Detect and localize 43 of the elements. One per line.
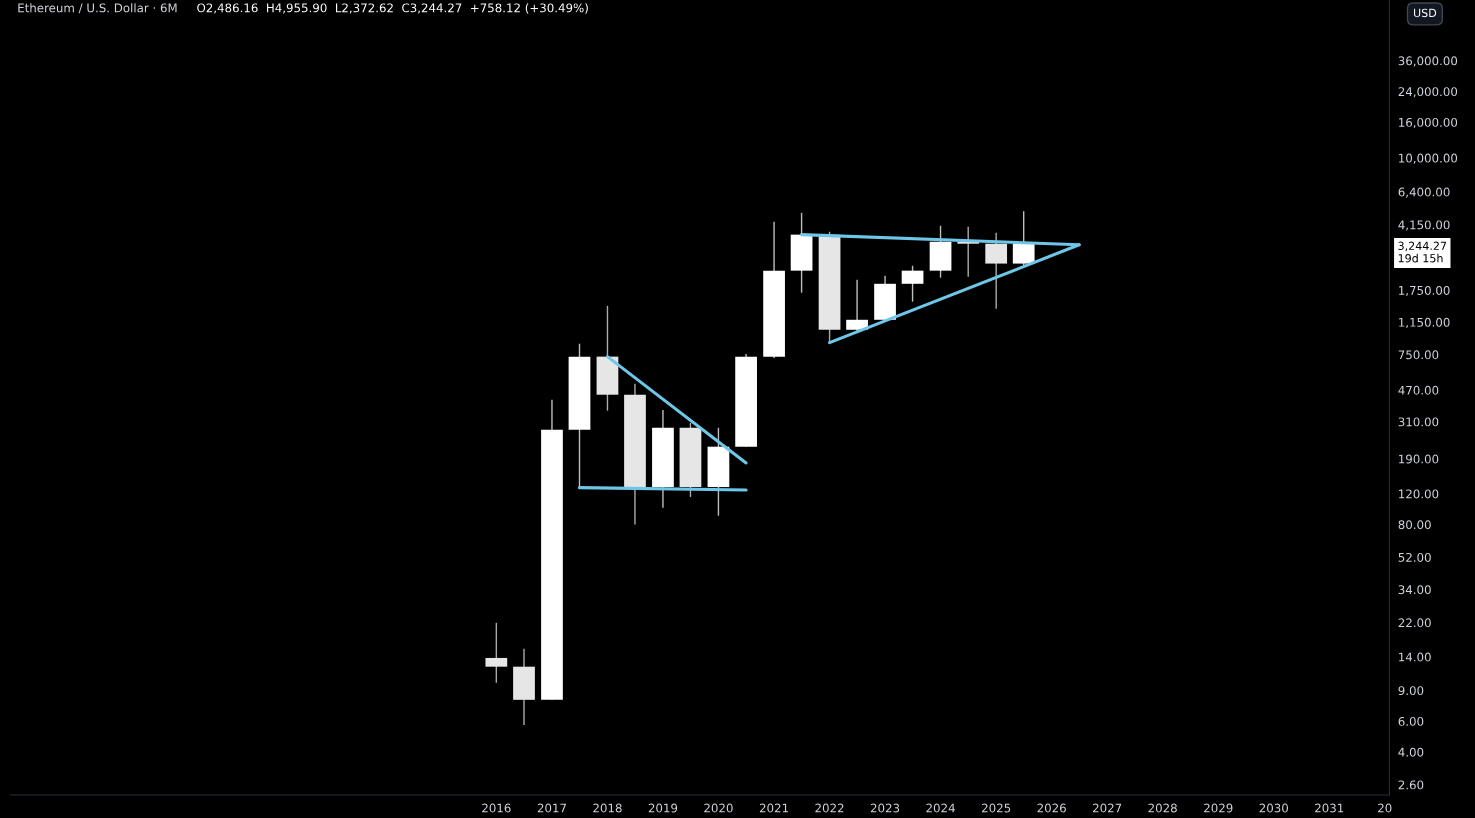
x-tick-label: 2025 — [982, 803, 1011, 813]
x-tick-label: 2019 — [648, 803, 678, 813]
x-tick-label: 2031 — [1315, 803, 1344, 813]
chart-title: Ethereum / U.S. Dollar · 6M — [18, 3, 177, 14]
chart-subtitle: O2,486.16 H4,955.90 L2,372.62 C3,244.27 +758.12 (+30.49%) — [197, 3, 588, 14]
y-tick-label: 1,750.00 — [1399, 285, 1450, 297]
x-tick-label: 2016 — [482, 803, 511, 813]
y-tick-label: 6.00 — [1398, 716, 1424, 726]
x-tick-label: 2017 — [537, 803, 566, 813]
y-tick-label: 16,000.00 — [1399, 117, 1458, 129]
y-tick-label: 190.00 — [1399, 454, 1439, 464]
x-tick-label: 2024 — [926, 803, 955, 813]
y-tick-label: 22.00 — [1398, 618, 1431, 628]
x-tick-label: 2027 — [1092, 803, 1122, 813]
x-tick-label: 2022 — [815, 803, 844, 813]
y-tick-label: 4,150.00 — [1398, 220, 1450, 231]
x-tick-label: 2018 — [593, 803, 622, 813]
text: USD — [1414, 8, 1437, 18]
y-tick-label: 120.00 — [1399, 489, 1439, 499]
y-tick-label: 1,150.00 — [1399, 317, 1450, 328]
y-tick-label: 10,000.00 — [1399, 153, 1458, 164]
y-tick-label: 14.00 — [1399, 652, 1431, 662]
x-tick-label: 2029 — [1204, 803, 1233, 813]
y-tick-label: 4.00 — [1398, 747, 1424, 757]
x-tick-label: 2021 — [759, 803, 789, 813]
y-tick-label: 52.00 — [1398, 552, 1431, 562]
x-tick-label: 2030 — [1259, 803, 1288, 813]
y-tick-label: 24,000.00 — [1398, 87, 1458, 98]
text: 3,244.27 19d 15h — [1398, 241, 1447, 263]
y-tick-label: 6,400.00 — [1398, 187, 1450, 198]
y-tick-label: 750.00 — [1398, 350, 1439, 360]
y-tick-label: 34.00 — [1398, 585, 1431, 595]
y-tick-label: 470.00 — [1398, 385, 1439, 395]
y-tick-label: 36,000.00 — [1398, 56, 1458, 67]
y-tick-label: 9.00 — [1398, 686, 1424, 696]
y-tick-label: 2.60 — [1398, 780, 1424, 790]
y-tick-label: 80.00 — [1398, 520, 1431, 530]
x-tick-label: 2020 — [704, 803, 733, 813]
x-tick-label: 20 — [1378, 803, 1392, 813]
x-tick-label: 2026 — [1037, 803, 1066, 813]
y-tick-label: 310.00 — [1398, 417, 1439, 427]
x-tick-label: 2028 — [1148, 803, 1177, 813]
x-tick-label: 2023 — [870, 803, 900, 813]
